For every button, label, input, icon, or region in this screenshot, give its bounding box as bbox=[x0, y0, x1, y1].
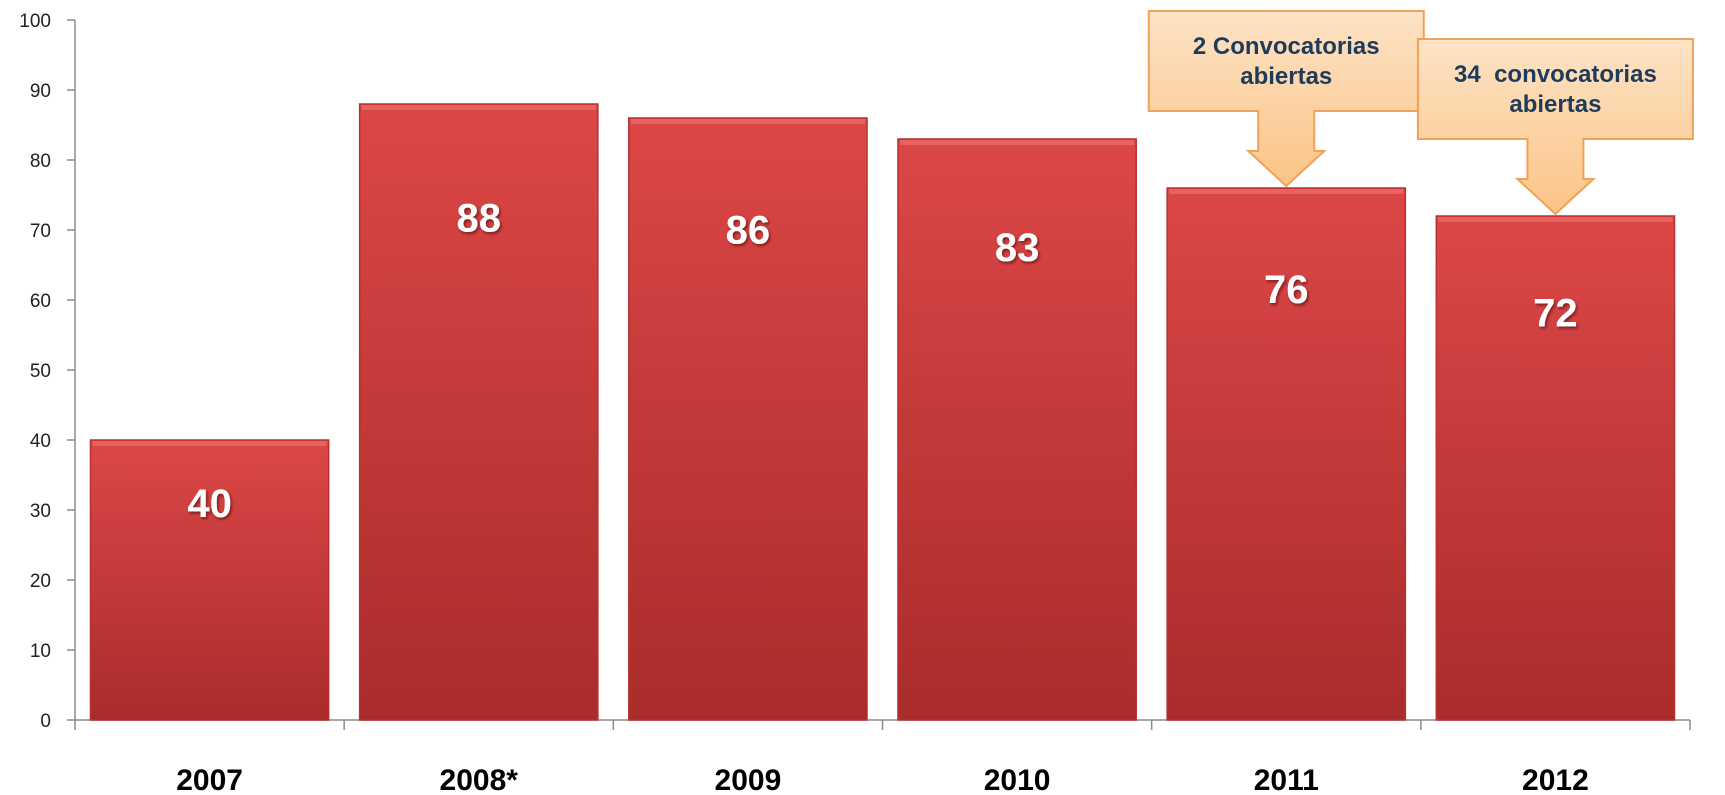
bar-2008 bbox=[358, 103, 599, 721]
x-category-label: 2008* bbox=[440, 764, 519, 795]
bar-highlight bbox=[92, 441, 327, 446]
bar-2007 bbox=[89, 439, 330, 721]
y-tick-label: 70 bbox=[30, 221, 51, 242]
bar-highlight bbox=[1169, 189, 1404, 194]
bar-value-label: 40 bbox=[187, 482, 232, 526]
y-tick-label: 60 bbox=[30, 291, 51, 312]
bar-value-label: 72 bbox=[1533, 292, 1578, 336]
x-category-label: 2010 bbox=[984, 764, 1051, 795]
callout-text: 2 Convocatorias bbox=[1193, 33, 1380, 60]
bar-2010 bbox=[897, 138, 1137, 721]
y-tick-label: 0 bbox=[40, 711, 51, 732]
chart-callouts: 2 Convocatorias abiertas 34 convocatorias a… bbox=[1147, 10, 1694, 216]
y-tick-label: 30 bbox=[30, 501, 51, 522]
bar-highlight bbox=[1438, 217, 1673, 222]
y-tick-label: 10 bbox=[30, 641, 51, 662]
chart-bars: 40 88 86 83 76 72 bbox=[89, 103, 1676, 721]
x-category-label: 2012 bbox=[1522, 764, 1589, 795]
y-tick-label: 20 bbox=[30, 571, 51, 592]
bar-value-label: 86 bbox=[726, 208, 771, 252]
bar-highlight bbox=[361, 105, 596, 110]
y-tick-label: 80 bbox=[30, 151, 51, 172]
y-tick-label: 40 bbox=[30, 431, 51, 452]
bar-2012 bbox=[1435, 215, 1676, 721]
x-category-label: 2009 bbox=[715, 764, 782, 795]
bar-value-label: 83 bbox=[995, 226, 1040, 270]
chart-axes: 0 10 20 30 40 50 60 70 80 90 100 2007 2008* 2009 2010 2… bbox=[19, 11, 1691, 795]
callout-arrow-2012 bbox=[1416, 38, 1694, 216]
bar-value-label: 76 bbox=[1264, 268, 1309, 312]
y-tick-label: 90 bbox=[30, 81, 51, 102]
bar-highlight bbox=[899, 140, 1135, 145]
bar-2011 bbox=[1166, 187, 1407, 721]
x-category-label: 2007 bbox=[176, 764, 243, 795]
x-category-label: 2011 bbox=[1254, 764, 1319, 795]
bar-2009 bbox=[628, 117, 868, 721]
bar-value-label: 88 bbox=[457, 196, 502, 240]
callout-text: 34 convocatorias bbox=[1454, 61, 1657, 88]
y-tick-label: 50 bbox=[30, 361, 51, 382]
callout-text: abiertas bbox=[1240, 63, 1332, 90]
bar-highlight bbox=[630, 119, 866, 124]
y-tick-label: 100 bbox=[19, 11, 51, 32]
callout-text: abiertas bbox=[1509, 91, 1601, 118]
